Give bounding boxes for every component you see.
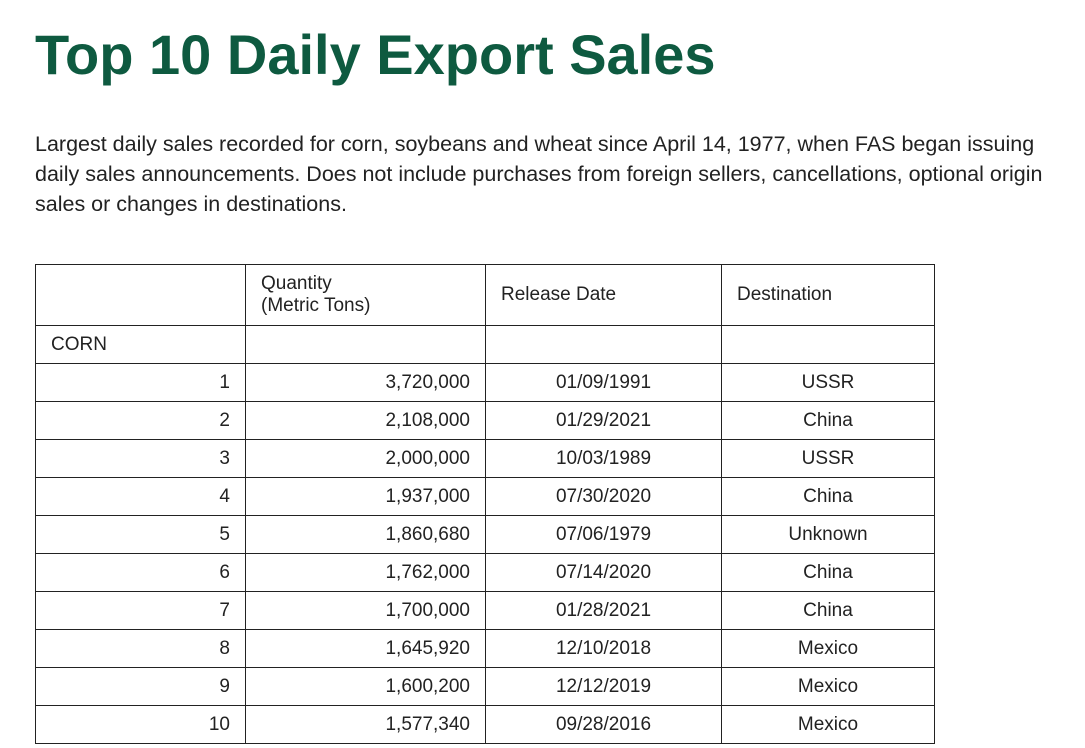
- release-date-cell: 09/28/2016: [485, 705, 722, 744]
- table-row: 7 1,700,000 01/28/2021 China: [35, 591, 935, 630]
- destination-cell: USSR: [721, 363, 935, 402]
- table-row: 3 2,000,000 10/03/1989 USSR: [35, 439, 935, 478]
- header-release-date: Release Date: [485, 264, 722, 326]
- rank-cell: 10: [35, 705, 246, 744]
- header-quantity-line1: Quantity: [261, 273, 332, 294]
- quantity-cell: 1,860,680: [245, 515, 486, 554]
- intro-paragraph: Largest daily sales recorded for corn, s…: [35, 132, 1043, 216]
- release-date-cell: 07/06/1979: [485, 515, 722, 554]
- destination-cell: Unknown: [721, 515, 935, 554]
- table-header-row: Quantity (Metric Tons) Release Date Dest…: [35, 264, 935, 326]
- quantity-cell: 2,000,000: [245, 439, 486, 478]
- table-row: 4 1,937,000 07/30/2020 China: [35, 477, 935, 516]
- destination-cell: China: [721, 401, 935, 440]
- rank-cell: 3: [35, 439, 246, 478]
- header-quantity: Quantity (Metric Tons): [245, 264, 486, 326]
- empty-cell: [245, 325, 486, 364]
- header-rank: [35, 264, 246, 326]
- release-date-cell: 01/29/2021: [485, 401, 722, 440]
- table-row: 1 3,720,000 01/09/1991 USSR: [35, 363, 935, 402]
- table-row: 2 2,108,000 01/29/2021 China: [35, 401, 935, 440]
- release-date-cell: 01/28/2021: [485, 591, 722, 630]
- empty-cell: [485, 325, 722, 364]
- release-date-cell: 10/03/1989: [485, 439, 722, 478]
- destination-cell: Mexico: [721, 667, 935, 706]
- quantity-cell: 1,762,000: [245, 553, 486, 592]
- destination-cell: USSR: [721, 439, 935, 478]
- quantity-cell: 1,600,200: [245, 667, 486, 706]
- rank-cell: 7: [35, 591, 246, 630]
- rank-cell: 8: [35, 629, 246, 668]
- header-destination: Destination: [721, 264, 935, 326]
- table-row: 10 1,577,340 09/28/2016 Mexico: [35, 705, 935, 744]
- quantity-cell: 1,700,000: [245, 591, 486, 630]
- quantity-cell: 3,720,000: [245, 363, 486, 402]
- destination-cell: Mexico: [721, 629, 935, 668]
- release-date-cell: 12/12/2019: [485, 667, 722, 706]
- header-quantity-line2: (Metric Tons): [261, 295, 371, 316]
- rank-cell: 9: [35, 667, 246, 706]
- rank-cell: 2: [35, 401, 246, 440]
- release-date-cell: 07/30/2020: [485, 477, 722, 516]
- table-row: 6 1,762,000 07/14/2020 China: [35, 553, 935, 592]
- release-date-cell: 12/10/2018: [485, 629, 722, 668]
- quantity-cell: 1,645,920: [245, 629, 486, 668]
- quantity-cell: 1,937,000: [245, 477, 486, 516]
- table-row: 8 1,645,920 12/10/2018 Mexico: [35, 629, 935, 668]
- destination-cell: China: [721, 553, 935, 592]
- destination-cell: Mexico: [721, 705, 935, 744]
- table-row: 9 1,600,200 12/12/2019 Mexico: [35, 667, 935, 706]
- export-sales-table: Quantity (Metric Tons) Release Date Dest…: [35, 264, 935, 744]
- section-row: CORN: [35, 325, 935, 364]
- table-body: CORN 1 3,720,000 01/09/1991 USSR 2 2,108,000 01…: [35, 325, 935, 744]
- rank-cell: 1: [35, 363, 246, 402]
- table-row: 5 1,860,680 07/06/1979 Unknown: [35, 515, 935, 554]
- quantity-cell: 2,108,000: [245, 401, 486, 440]
- rank-cell: 4: [35, 477, 246, 516]
- rank-cell: 5: [35, 515, 246, 554]
- rank-cell: 6: [35, 553, 246, 592]
- empty-cell: [721, 325, 935, 364]
- destination-cell: China: [721, 477, 935, 516]
- release-date-cell: 07/14/2020: [485, 553, 722, 592]
- section-label: CORN: [35, 325, 246, 364]
- release-date-cell: 01/09/1991: [485, 363, 722, 402]
- destination-cell: China: [721, 591, 935, 630]
- quantity-cell: 1,577,340: [245, 705, 486, 744]
- page-title: Top 10 Daily Export Sales: [35, 23, 716, 86]
